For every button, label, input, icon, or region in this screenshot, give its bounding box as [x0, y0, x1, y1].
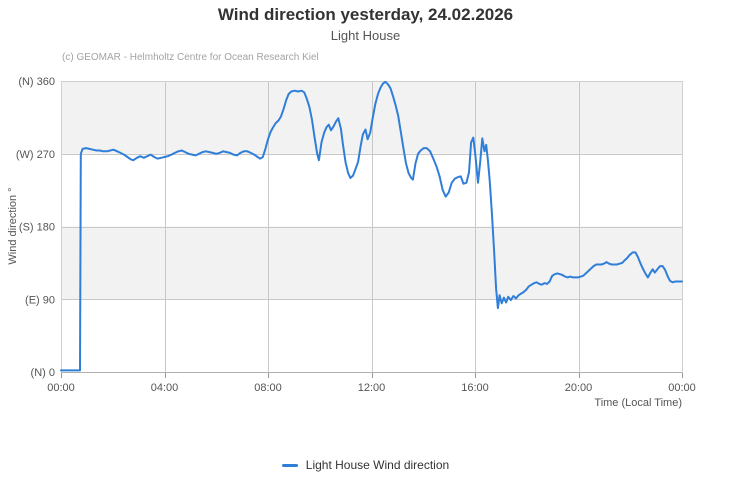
x-tick-label: 00:00 [668, 382, 696, 394]
chart-subtitle: Light House [330, 28, 401, 43]
y-tick-label: (W) 270 [16, 149, 55, 161]
series-line [60, 80, 683, 372]
legend[interactable]: Light House Wind direction [0, 458, 731, 472]
x-tick-label: 20:00 [565, 382, 593, 394]
y-band [61, 226, 682, 300]
x-tick-label: 04:00 [151, 382, 179, 394]
x-axis-title: Time (Local Time) [594, 397, 682, 409]
credits-text: (c) GEOMAR - Helmholtz Centre for Ocean … [62, 52, 319, 63]
y-band [61, 81, 682, 154]
y-tick-label: (N) 360 [18, 76, 55, 88]
y-tick-label: (S) 180 [19, 222, 55, 234]
y-tick-label: (N) 0 [31, 367, 55, 379]
legend-label: Light House Wind direction [305, 458, 450, 472]
legend-line-marker [281, 463, 298, 467]
x-tick-label: 12:00 [358, 382, 386, 394]
x-tick-label: 08:00 [254, 382, 282, 394]
x-tick-label: 00:00 [47, 382, 75, 394]
page-title: Wind direction yesterday, 24.02.2026 [217, 5, 514, 24]
y-tick-label: (E) 90 [25, 294, 55, 306]
x-tick-label: 16:00 [461, 382, 489, 394]
